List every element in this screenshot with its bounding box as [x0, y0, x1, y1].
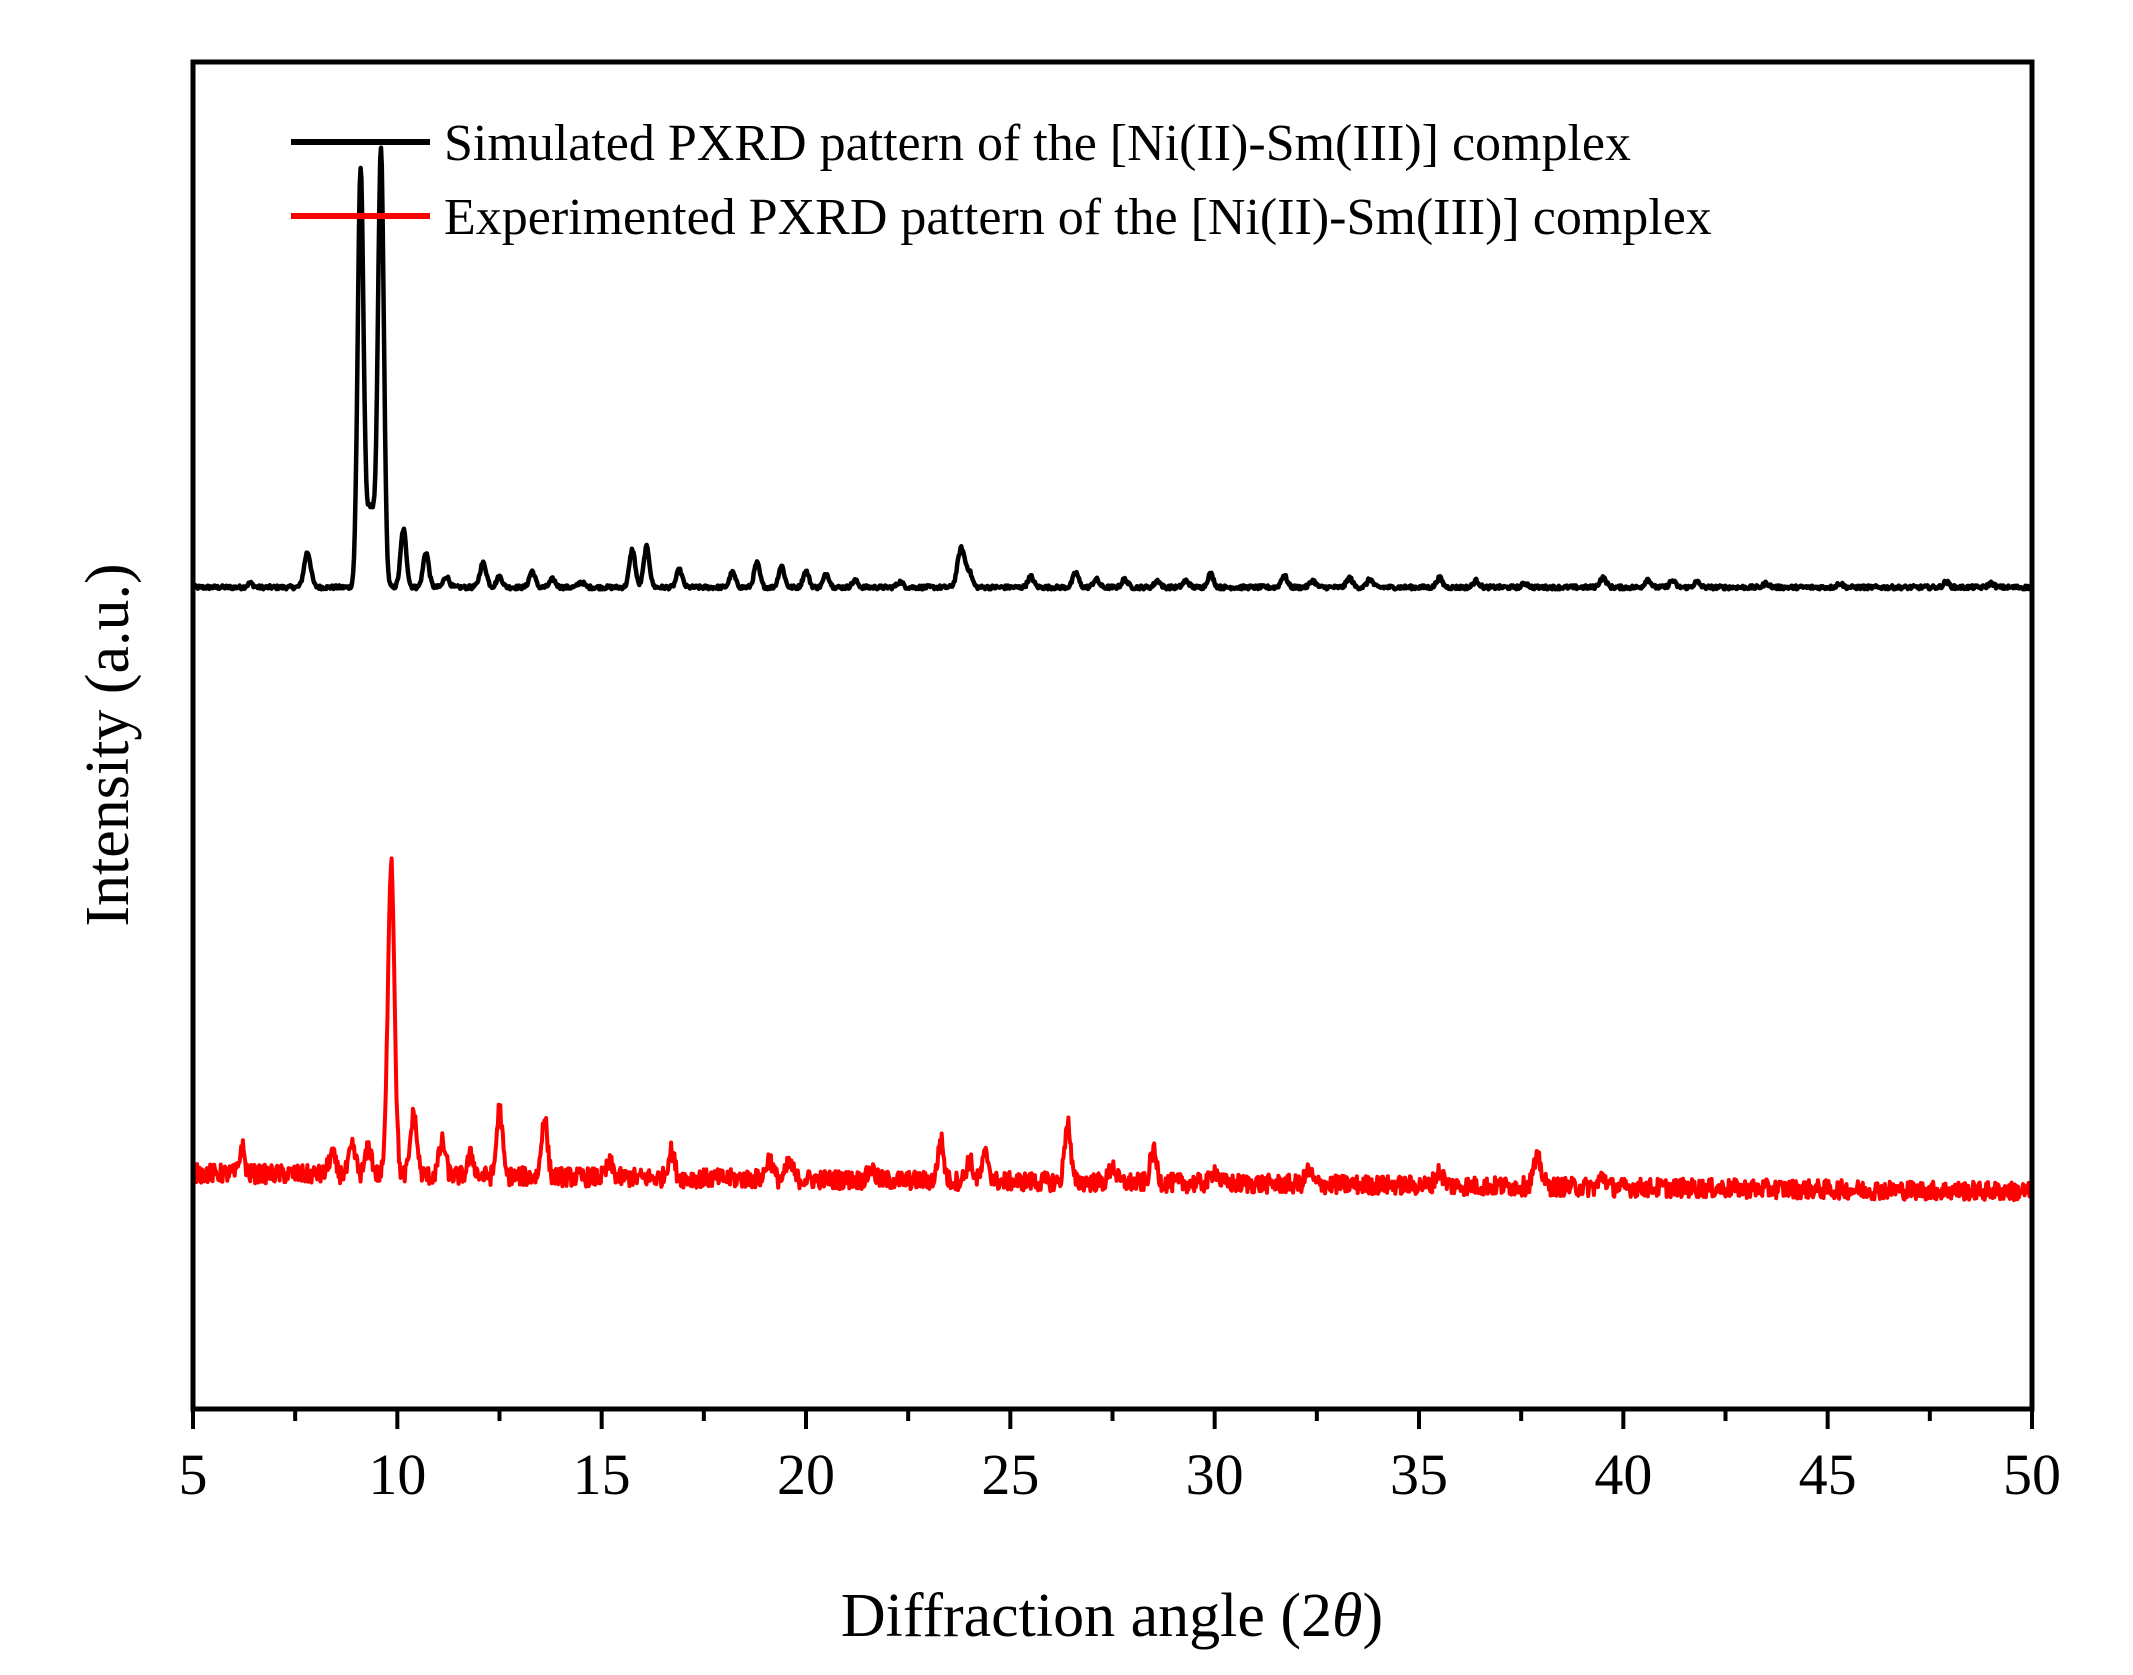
x-tick-label: 20	[777, 1442, 835, 1507]
legend-label-simulated: Simulated PXRD pattern of the [Ni(II)-Sm…	[444, 115, 1631, 172]
x-tick-label: 45	[1799, 1442, 1857, 1507]
plot-frame	[190, 59, 2035, 1412]
x-tick-label: 50	[2003, 1442, 2061, 1507]
x-tick-label: 35	[1390, 1442, 1448, 1507]
x-tick-label: 30	[1186, 1442, 1244, 1507]
x-tick-label: 15	[573, 1442, 631, 1507]
legend: Simulated PXRD pattern of the [Ni(II)-Sm…	[291, 115, 1712, 246]
series-line-experimented	[193, 856, 2032, 1203]
x-tick-label: 40	[1594, 1442, 1652, 1507]
series-line-simulated	[193, 145, 2032, 592]
legend-label-experimented: Experimented PXRD pattern of the [Ni(II)…	[444, 189, 1712, 246]
x-axis-title: Diffraction angle (2θ)	[841, 1582, 1383, 1650]
x-tick-label: 5	[179, 1442, 208, 1507]
x-axis-ticks: 5 10 15 20 25 30 35 40 45 50	[179, 1409, 2061, 1507]
x-tick-label: 10	[368, 1442, 426, 1507]
y-axis-title: Intensity (a.u.)	[74, 563, 142, 926]
series-layer	[193, 145, 2032, 1203]
x-tick-label: 25	[981, 1442, 1039, 1507]
